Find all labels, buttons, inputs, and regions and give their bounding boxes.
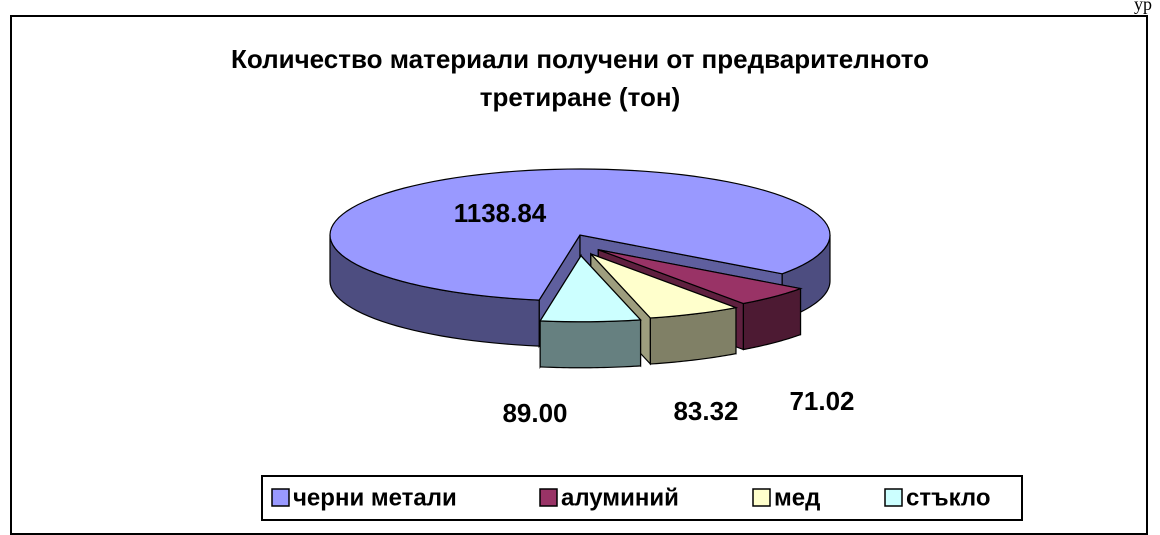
data-label: 71.02 [789, 386, 854, 416]
slice-top [590, 253, 739, 319]
data-label: 1138.84 [454, 198, 547, 228]
slice-side [539, 319, 642, 369]
page-fragment: ур [1134, 0, 1152, 14]
legend-label: черни метали [293, 484, 457, 511]
legend-swatch [271, 488, 290, 507]
legend-swatch [752, 488, 771, 507]
slice-top [598, 249, 803, 305]
legend-swatch [539, 488, 558, 507]
slice-top [329, 168, 831, 301]
chart-title: Количество материали получени от предвар… [230, 44, 929, 112]
slice [539, 253, 642, 369]
legend-swatch [884, 488, 903, 507]
data-label: 89.00 [502, 398, 567, 428]
legend-label: алуминий [561, 484, 679, 511]
legend-label: мед [774, 484, 820, 511]
data-label: 83.32 [673, 396, 738, 426]
legend-label: стъкло [906, 484, 991, 511]
slice-top [539, 254, 642, 323]
